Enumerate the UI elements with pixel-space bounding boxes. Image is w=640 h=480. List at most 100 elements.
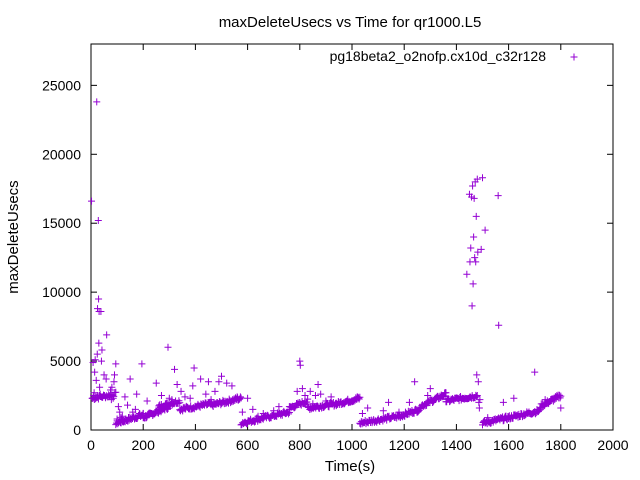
data-points bbox=[88, 98, 565, 429]
data-point bbox=[290, 404, 298, 412]
data-point bbox=[100, 371, 108, 379]
data-point bbox=[88, 197, 96, 205]
data-point bbox=[473, 175, 481, 183]
data-point bbox=[499, 417, 507, 425]
data-point bbox=[468, 302, 476, 310]
data-point bbox=[131, 405, 139, 413]
data-point bbox=[211, 387, 219, 395]
data-point bbox=[358, 409, 366, 417]
data-point bbox=[176, 399, 184, 407]
data-point bbox=[494, 192, 502, 200]
legend-plus-marker bbox=[570, 53, 578, 61]
data-point bbox=[324, 402, 332, 410]
data-point bbox=[467, 244, 475, 252]
x-axis: 0 200 400 600 800 1000 1200 1400 1600 1800 2000 bbox=[87, 44, 629, 453]
data-point bbox=[471, 254, 479, 262]
x-tick-label: 400 bbox=[184, 437, 208, 453]
data-point bbox=[314, 381, 322, 389]
data-point bbox=[103, 331, 111, 339]
data-point bbox=[97, 357, 105, 365]
data-point bbox=[177, 387, 185, 395]
data-point bbox=[472, 258, 480, 266]
data-point bbox=[557, 404, 565, 412]
x-tick-label: 1400 bbox=[441, 437, 472, 453]
data-point bbox=[116, 408, 124, 416]
data-point bbox=[197, 375, 205, 383]
data-point bbox=[236, 393, 244, 401]
data-point bbox=[90, 389, 98, 397]
y-tick-label: 25000 bbox=[42, 77, 81, 93]
chart-title: maxDeleteUsecs vs Time for qr1000.L5 bbox=[219, 14, 482, 31]
data-point bbox=[385, 398, 393, 406]
data-point bbox=[296, 361, 304, 369]
data-point bbox=[218, 372, 225, 380]
data-point bbox=[383, 416, 391, 424]
data-point bbox=[124, 401, 132, 409]
data-point bbox=[237, 394, 245, 402]
legend-marker bbox=[570, 53, 578, 61]
y-tick-label: 10000 bbox=[42, 284, 81, 300]
data-point bbox=[411, 378, 419, 386]
data-point bbox=[133, 390, 141, 398]
data-point bbox=[91, 356, 99, 364]
y-tick-label: 20000 bbox=[42, 146, 81, 162]
x-tick-label: 1800 bbox=[545, 437, 576, 453]
data-point bbox=[259, 415, 267, 423]
data-point bbox=[469, 182, 477, 190]
data-point bbox=[293, 387, 301, 395]
data-point bbox=[249, 405, 257, 413]
data-point bbox=[424, 392, 432, 400]
data-point bbox=[143, 397, 151, 405]
data-point bbox=[190, 364, 198, 372]
data-point bbox=[473, 391, 481, 399]
x-tick-label: 600 bbox=[236, 437, 260, 453]
data-point bbox=[355, 395, 363, 403]
data-point bbox=[510, 394, 518, 402]
data-point bbox=[354, 394, 362, 402]
x-tick-label: 0 bbox=[87, 437, 95, 453]
data-point bbox=[97, 307, 105, 315]
data-point bbox=[126, 375, 134, 383]
data-point bbox=[470, 194, 478, 202]
data-point bbox=[364, 404, 372, 412]
data-point bbox=[108, 383, 116, 391]
data-point bbox=[275, 403, 283, 411]
data-point bbox=[441, 389, 449, 397]
data-point bbox=[499, 398, 507, 406]
data-point bbox=[138, 360, 146, 368]
x-tick-label: 2000 bbox=[597, 437, 628, 453]
data-point bbox=[251, 418, 259, 426]
data-point bbox=[114, 403, 122, 411]
data-point bbox=[285, 410, 293, 418]
data-point bbox=[204, 378, 212, 386]
data-point bbox=[556, 394, 564, 402]
data-point bbox=[481, 226, 489, 234]
data-point bbox=[304, 395, 312, 403]
legend-label: pg18beta2_o2nofp.cx10d_c32r128 bbox=[330, 48, 547, 64]
data-point bbox=[93, 350, 101, 358]
data-point bbox=[495, 321, 503, 329]
data-point bbox=[531, 368, 539, 376]
x-tick-label: 800 bbox=[288, 437, 312, 453]
data-point bbox=[469, 280, 477, 288]
data-point bbox=[298, 385, 306, 393]
data-point bbox=[110, 392, 118, 400]
y-axis: 0 5000 10000 15000 20000 25000 bbox=[42, 77, 613, 438]
data-point bbox=[474, 378, 482, 386]
y-axis-label: maxDeleteUsecs bbox=[5, 180, 22, 293]
x-tick-label: 1000 bbox=[336, 437, 367, 453]
data-point bbox=[557, 392, 565, 400]
data-point bbox=[112, 388, 120, 396]
data-point bbox=[356, 393, 364, 401]
data-point bbox=[171, 365, 179, 373]
data-point bbox=[426, 385, 434, 393]
data-point bbox=[98, 346, 106, 354]
data-point bbox=[110, 371, 118, 379]
data-point bbox=[142, 414, 150, 422]
data-point bbox=[121, 393, 129, 401]
data-point bbox=[301, 392, 309, 400]
data-point bbox=[112, 360, 120, 368]
data-point bbox=[463, 270, 471, 278]
data-point bbox=[157, 392, 165, 400]
